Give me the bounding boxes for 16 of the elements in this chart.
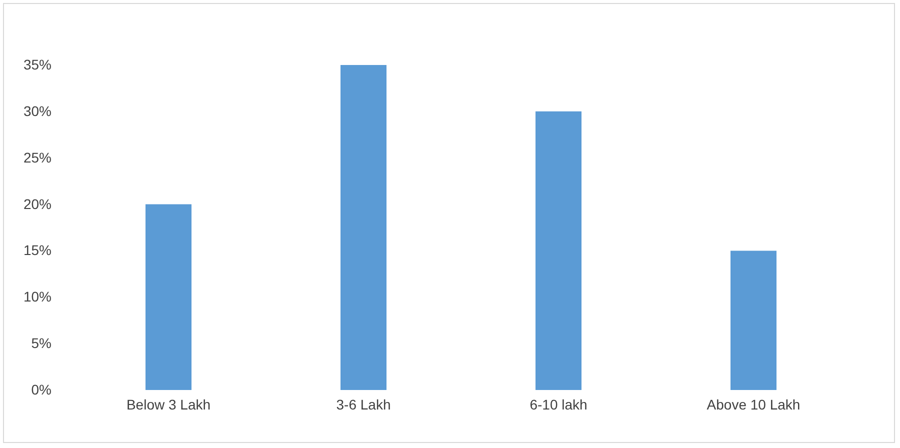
- y-tick-label: 20%: [23, 196, 52, 212]
- x-tick-label: Below 3 Lakh: [126, 396, 211, 412]
- bar: [536, 111, 582, 390]
- y-tick-label: 15%: [23, 242, 52, 258]
- y-tick-label: 30%: [23, 102, 52, 119]
- bar: [146, 204, 192, 390]
- x-tick-label: 6-10 lakh: [530, 396, 588, 412]
- y-tick-label: 35%: [23, 56, 52, 72]
- x-tick-label: Above 10 Lakh: [706, 396, 800, 412]
- bar: [730, 250, 776, 390]
- y-tick-label: 0%: [31, 382, 52, 398]
- y-tick-label: 5%: [31, 335, 52, 352]
- bar: [340, 65, 386, 390]
- x-tick-label: 3-6 Lakh: [336, 396, 391, 412]
- y-tick-label: 25%: [23, 149, 52, 166]
- y-tick-label: 10%: [23, 288, 52, 305]
